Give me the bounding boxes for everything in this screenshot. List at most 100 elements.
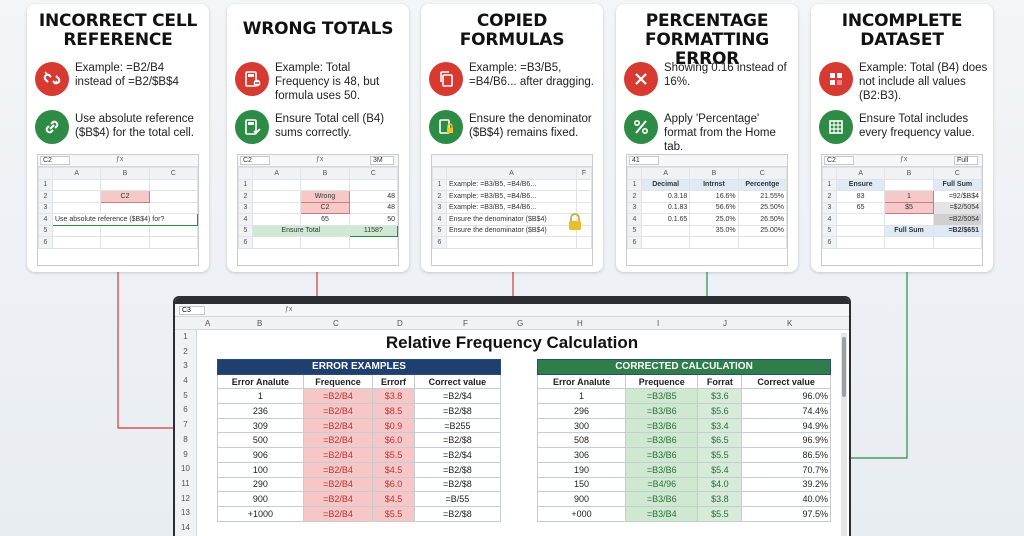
table-cell[interactable]: 74.4%: [741, 403, 831, 419]
table-cell[interactable]: =B3/B6: [625, 461, 699, 478]
table-cell[interactable]: $4.0: [697, 476, 743, 493]
col-header[interactable]: D: [397, 319, 403, 328]
table-cell[interactable]: =B2/$8: [413, 403, 502, 419]
row-header[interactable]: 5: [183, 390, 188, 400]
row-header[interactable]: 13: [181, 508, 190, 518]
table-cell[interactable]: $5.5: [697, 447, 743, 463]
row-header[interactable]: 12: [181, 493, 190, 503]
card-title: WRONG TOTALS: [242, 19, 394, 39]
table-cell[interactable]: $5.5: [697, 505, 743, 522]
table-cell[interactable]: =B2/$4: [413, 447, 502, 463]
table-cell[interactable]: $6.5: [697, 432, 743, 449]
table-cell[interactable]: $3.8: [372, 388, 415, 405]
table-cell[interactable]: 1: [536, 388, 627, 405]
table-cell[interactable]: =B2/B4: [302, 476, 374, 493]
table-cell[interactable]: =B2/$8: [413, 476, 502, 493]
table-cell[interactable]: 306: [536, 447, 627, 463]
table-cell[interactable]: =B2/B4: [302, 403, 374, 419]
table-cell[interactable]: =B/55: [413, 491, 502, 507]
table-cell[interactable]: =B2/B4: [302, 447, 374, 463]
table-cell[interactable]: 94.9%: [741, 417, 831, 434]
row-header[interactable]: 3: [183, 361, 188, 371]
table-cell[interactable]: =B2/B4: [302, 417, 374, 434]
table-cell[interactable]: =B2/$4: [413, 388, 502, 405]
row-header[interactable]: 2: [183, 346, 188, 356]
table-cell[interactable]: =B3/B6: [625, 447, 699, 463]
col-header[interactable]: I: [657, 319, 660, 328]
table-cell[interactable]: 296: [536, 403, 627, 419]
row-header[interactable]: 7: [183, 420, 188, 430]
table-cell[interactable]: 190: [536, 461, 627, 478]
table-cell[interactable]: 900: [536, 491, 627, 507]
table-cell[interactable]: 96.0%: [741, 388, 831, 405]
row-header[interactable]: 9: [183, 449, 188, 459]
table-cell[interactable]: 900: [217, 491, 304, 507]
col-header[interactable]: C: [333, 319, 339, 328]
table-cell[interactable]: 906: [217, 447, 304, 463]
table-cell[interactable]: 290: [217, 476, 304, 493]
table-cell[interactable]: 508: [536, 432, 627, 449]
table-cell[interactable]: 500: [217, 432, 304, 449]
table-cell[interactable]: 39.2%: [741, 476, 831, 493]
table-cell[interactable]: =B2/$8: [413, 432, 502, 449]
table-cell[interactable]: 40.0%: [741, 491, 831, 507]
table-cell[interactable]: =B3/B6: [625, 491, 699, 507]
row-header[interactable]: 6: [183, 405, 188, 415]
row-header[interactable]: 11: [181, 478, 190, 488]
table-cell[interactable]: $3.8: [697, 491, 743, 507]
table-cell[interactable]: =B3/B4: [625, 505, 699, 522]
row-header[interactable]: 8: [183, 434, 188, 444]
table-cell[interactable]: 309: [217, 417, 304, 434]
table-cell[interactable]: $5.6: [697, 403, 743, 419]
table-cell[interactable]: =B2/$8: [413, 505, 502, 522]
table-cell[interactable]: 1: [217, 388, 304, 405]
table-cell[interactable]: =B2/B4: [302, 388, 374, 405]
table-cell[interactable]: 236: [217, 403, 304, 419]
table-cell[interactable]: $6.0: [372, 432, 415, 449]
table-cell[interactable]: =B3/B6: [625, 403, 699, 419]
scrollbar-thumb[interactable]: [842, 337, 846, 397]
table-cell[interactable]: $5.4: [697, 461, 743, 478]
table-cell[interactable]: =B3/B6: [625, 417, 699, 434]
table-cell[interactable]: 300: [536, 417, 627, 434]
table-cell[interactable]: 96.9%: [741, 432, 831, 449]
table-cell[interactable]: $6.0: [372, 476, 415, 493]
table-cell[interactable]: 100: [217, 461, 304, 478]
table-cell[interactable]: $0.9: [372, 417, 415, 434]
row-header[interactable]: 1: [183, 332, 188, 341]
table-cell[interactable]: $4.5: [372, 491, 415, 507]
col-header[interactable]: J: [723, 319, 727, 328]
table-cell[interactable]: 97.5%: [741, 505, 831, 522]
table-cell[interactable]: $3.4: [697, 417, 743, 434]
table-cell[interactable]: =B2/B4: [302, 432, 374, 449]
col-header[interactable]: F: [463, 319, 468, 328]
table-cell[interactable]: =B2/B4: [302, 491, 374, 507]
table-cell[interactable]: $5.5: [372, 447, 415, 463]
table-cell[interactable]: =B2/B4: [302, 505, 374, 522]
row-header[interactable]: 10: [181, 464, 190, 474]
name-box[interactable]: C3: [179, 306, 205, 315]
table-cell[interactable]: $3.6: [697, 388, 743, 405]
table-cell[interactable]: $5.5: [372, 505, 415, 522]
table-cell[interactable]: $4.5: [372, 461, 415, 478]
row-header[interactable]: 4: [183, 376, 188, 386]
table-cell[interactable]: =B2/B4: [302, 461, 374, 478]
table-cell[interactable]: 150: [536, 476, 627, 493]
col-header[interactable]: H: [577, 319, 583, 328]
table-cell[interactable]: $8.5: [372, 403, 415, 419]
table-cell[interactable]: =B255: [413, 417, 502, 434]
vertical-scrollbar[interactable]: [841, 333, 847, 536]
table-cell[interactable]: =B2/$8: [413, 461, 502, 478]
table-cell[interactable]: 86.5%: [741, 447, 831, 463]
col-header[interactable]: B: [257, 319, 263, 328]
table-cell[interactable]: +000: [536, 505, 627, 522]
table-cell[interactable]: =B4/96: [625, 476, 699, 493]
table-cell[interactable]: =B3/B6: [625, 432, 699, 449]
table-cell[interactable]: =B3/B5: [625, 388, 699, 405]
col-header[interactable]: K: [787, 319, 793, 328]
row-header[interactable]: 14: [181, 522, 190, 532]
table-cell[interactable]: 70.7%: [741, 461, 831, 478]
col-header[interactable]: A: [205, 319, 211, 328]
col-header[interactable]: G: [517, 319, 524, 328]
table-cell[interactable]: +1000: [217, 505, 304, 522]
